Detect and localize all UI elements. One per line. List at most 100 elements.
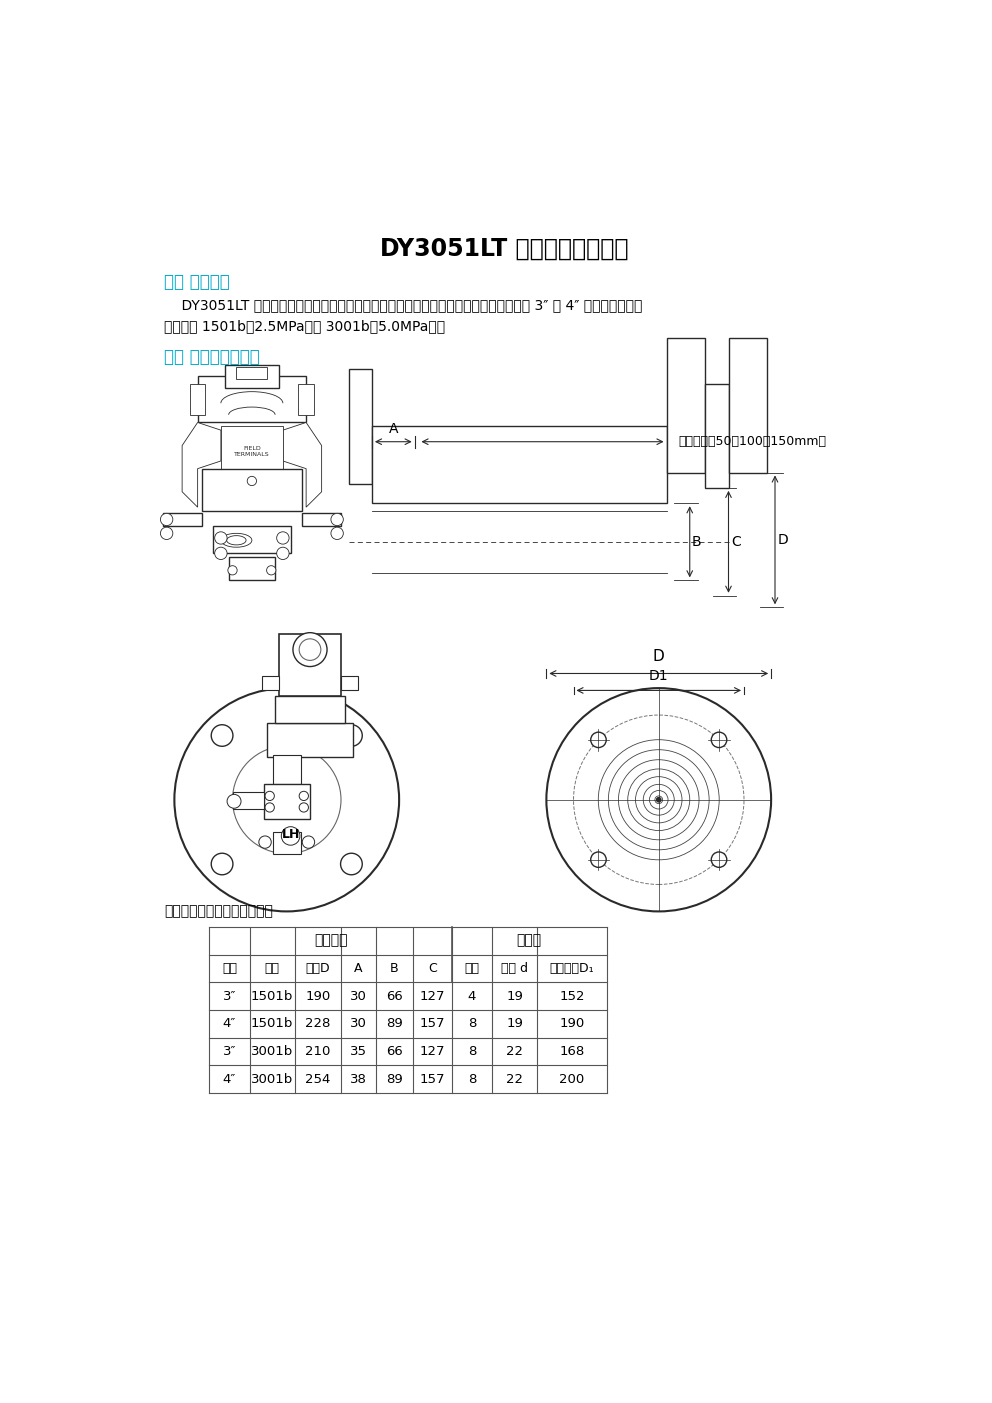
Text: 152: 152 — [559, 989, 584, 1003]
Text: A: A — [354, 962, 363, 975]
Text: 1501b: 1501b — [251, 1017, 294, 1030]
Circle shape — [590, 732, 606, 748]
Circle shape — [300, 638, 320, 661]
Circle shape — [277, 547, 289, 560]
Circle shape — [340, 853, 362, 875]
Text: 分布直径D₁: 分布直径D₁ — [550, 962, 594, 975]
Text: 4″: 4″ — [223, 1073, 236, 1086]
Text: 254: 254 — [306, 1073, 330, 1086]
Text: 22: 22 — [506, 1045, 523, 1058]
Text: 直径D: 直径D — [306, 962, 330, 975]
Text: 30: 30 — [350, 1017, 367, 1030]
Bar — [268, 723, 352, 758]
Text: 等级分为 1501b（2.5MPa）和 3001b（5.0MPa）。: 等级分为 1501b（2.5MPa）和 3001b（5.0MPa）。 — [165, 320, 445, 333]
Bar — [163, 512, 201, 526]
Text: 法兰式液位变送器: 法兰式液位变送器 — [509, 237, 629, 261]
Text: 210: 210 — [306, 1045, 330, 1058]
Bar — [225, 365, 279, 387]
Bar — [201, 469, 303, 511]
Bar — [279, 634, 341, 696]
Circle shape — [267, 565, 276, 575]
Circle shape — [590, 852, 606, 867]
Circle shape — [303, 836, 314, 849]
Bar — [728, 338, 767, 473]
Bar — [372, 427, 667, 504]
Text: 38: 38 — [350, 1073, 367, 1086]
Circle shape — [259, 836, 271, 849]
Text: D: D — [778, 533, 788, 547]
Text: 168: 168 — [559, 1045, 584, 1058]
Circle shape — [711, 732, 727, 748]
Bar — [262, 676, 279, 690]
Circle shape — [247, 477, 257, 485]
Text: A: A — [389, 422, 398, 436]
Bar — [189, 384, 205, 415]
Text: 4: 4 — [468, 989, 476, 1003]
Bar — [273, 832, 301, 853]
Text: DY3051LT: DY3051LT — [380, 237, 509, 261]
Bar — [667, 338, 705, 473]
Circle shape — [331, 528, 343, 540]
Text: C: C — [429, 962, 436, 975]
Circle shape — [331, 513, 343, 526]
Text: 30: 30 — [350, 989, 367, 1003]
Bar — [299, 384, 313, 415]
Bar — [228, 557, 275, 581]
Bar — [303, 512, 341, 526]
Text: 法兰式液位变送器外形尺寸图: 法兰式液位变送器外形尺寸图 — [165, 905, 273, 919]
Circle shape — [211, 725, 233, 746]
Text: 规格: 规格 — [265, 962, 280, 975]
Text: DY3051LT 型法兰液位变送器可对多种容器进行精密的液位和液体密度测量。法兰有了 3″ 和 4″ 两种规格，法兰: DY3051LT 型法兰液位变送器可对多种容器进行精密的液位和液体密度测量。法兰… — [165, 299, 643, 313]
Text: FIELD
TERMINALS: FIELD TERMINALS — [234, 446, 270, 457]
Circle shape — [214, 532, 227, 544]
Text: 3001b: 3001b — [251, 1073, 294, 1086]
Circle shape — [265, 791, 275, 801]
Circle shape — [300, 791, 309, 801]
Text: LH: LH — [282, 828, 300, 840]
Circle shape — [340, 725, 362, 746]
Text: 螺栓孔: 螺栓孔 — [517, 933, 542, 947]
Text: 3001b: 3001b — [251, 1045, 294, 1058]
Text: 二、 外形安装尺寸图: 二、 外形安装尺寸图 — [165, 348, 260, 366]
Circle shape — [161, 528, 173, 540]
Circle shape — [282, 826, 300, 845]
Bar — [705, 384, 728, 488]
Bar — [264, 784, 310, 819]
Text: 200: 200 — [559, 1073, 584, 1086]
Circle shape — [265, 803, 275, 812]
Text: 22: 22 — [506, 1073, 523, 1086]
Bar — [236, 368, 268, 379]
Text: 插入深度（50，100，150mm）: 插入深度（50，100，150mm） — [679, 435, 826, 448]
Text: D1: D1 — [649, 669, 669, 683]
Text: 127: 127 — [420, 1045, 445, 1058]
Text: 3″: 3″ — [222, 989, 236, 1003]
Text: 35: 35 — [350, 1045, 367, 1058]
Text: 尺寸: 尺寸 — [222, 962, 237, 975]
Circle shape — [211, 853, 233, 875]
Text: B: B — [692, 535, 701, 549]
Bar — [221, 427, 283, 469]
Text: 19: 19 — [506, 1017, 523, 1030]
Circle shape — [175, 687, 399, 912]
Text: 89: 89 — [386, 1073, 403, 1086]
Text: B: B — [390, 962, 399, 975]
Circle shape — [232, 746, 341, 853]
Text: 8: 8 — [468, 1045, 476, 1058]
Circle shape — [227, 794, 241, 808]
Bar — [349, 369, 372, 484]
Bar — [275, 696, 345, 723]
Text: 1501b: 1501b — [251, 989, 294, 1003]
Polygon shape — [183, 422, 221, 506]
Text: 数目: 数目 — [464, 962, 479, 975]
Text: 19: 19 — [506, 989, 523, 1003]
Bar — [213, 526, 291, 553]
Text: 66: 66 — [386, 1045, 403, 1058]
Text: D: D — [653, 650, 665, 664]
Text: C: C — [731, 535, 741, 549]
Text: 228: 228 — [306, 1017, 330, 1030]
Text: 157: 157 — [420, 1073, 445, 1086]
Bar — [273, 755, 301, 784]
Bar — [232, 793, 264, 810]
Circle shape — [711, 852, 727, 867]
Bar — [341, 676, 358, 690]
